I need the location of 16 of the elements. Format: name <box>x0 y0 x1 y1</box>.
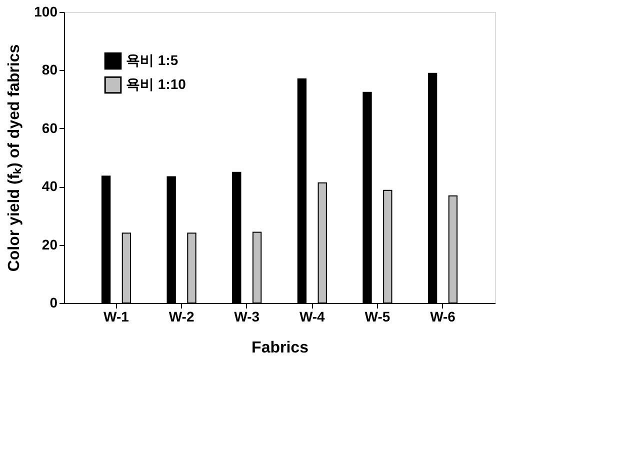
x-tick-label: W-3 <box>234 308 260 324</box>
y-axis-title: Color yield (fₖ) of dyed fabrics <box>6 44 24 272</box>
x-axis-title: Fabrics <box>252 340 309 356</box>
y-tick-label: 60 <box>42 120 58 136</box>
y-tick-label: 20 <box>42 236 58 252</box>
y-tick-label: 0 <box>50 294 58 310</box>
y-tick-label: 80 <box>42 62 58 78</box>
legend-label: 욕비 1:5 <box>126 52 178 68</box>
x-tick-label: W-6 <box>430 308 456 324</box>
x-tick-label: W-2 <box>168 308 194 324</box>
y-tick-label: 100 <box>34 4 58 20</box>
legend-label: 욕비 1:10 <box>126 76 186 92</box>
y-tick-label: 40 <box>42 178 58 194</box>
x-tick-label: W-4 <box>299 308 326 324</box>
x-tick-label: W-1 <box>104 308 130 324</box>
x-tick-label: W-5 <box>364 308 390 324</box>
